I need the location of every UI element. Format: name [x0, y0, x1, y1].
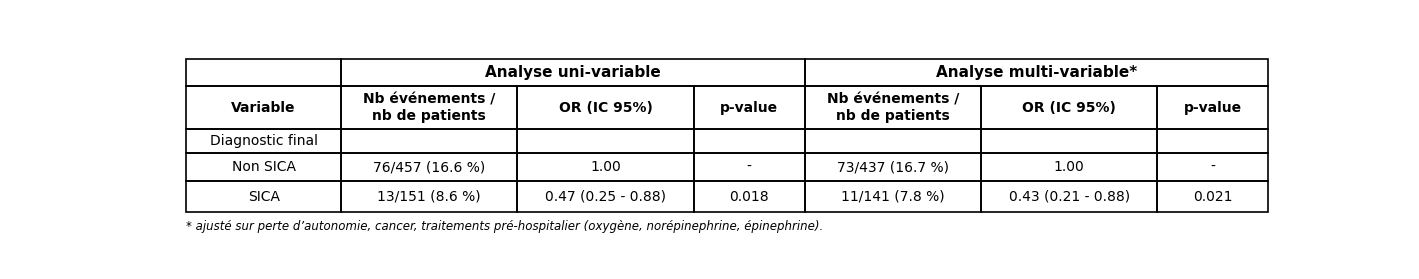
Text: Analyse uni-variable: Analyse uni-variable: [485, 65, 661, 80]
Bar: [518, 153, 694, 181]
Text: 11/141 (7.8 %): 11/141 (7.8 %): [841, 189, 945, 204]
Text: Nb événements /
nb de patients: Nb événements / nb de patients: [827, 93, 959, 123]
Text: p-value: p-value: [1183, 101, 1242, 115]
Bar: [186, 86, 341, 129]
Text: p-value: p-value: [721, 101, 779, 115]
Bar: [341, 129, 518, 153]
Bar: [518, 86, 694, 129]
Bar: [186, 181, 341, 212]
Bar: [981, 153, 1158, 181]
Text: Variable: Variable: [231, 101, 297, 115]
Bar: [1158, 129, 1269, 153]
Bar: [694, 181, 805, 212]
Bar: [518, 181, 694, 212]
Text: Analyse multi-variable*: Analyse multi-variable*: [937, 65, 1137, 80]
Text: 1.00: 1.00: [1054, 160, 1084, 174]
Bar: [805, 86, 981, 129]
Text: OR (IC 95%): OR (IC 95%): [1022, 101, 1117, 115]
Text: 76/457 (16.6 %): 76/457 (16.6 %): [373, 160, 485, 174]
Bar: [186, 153, 341, 181]
Bar: [186, 129, 341, 153]
Text: SICA: SICA: [248, 189, 280, 204]
Bar: [341, 86, 518, 129]
Text: 0.43 (0.21 - 0.88): 0.43 (0.21 - 0.88): [1009, 189, 1130, 204]
Text: -: -: [746, 160, 752, 174]
Text: 0.47 (0.25 - 0.88): 0.47 (0.25 - 0.88): [545, 189, 666, 204]
Bar: [341, 153, 518, 181]
Bar: [186, 59, 341, 86]
Bar: [805, 181, 981, 212]
Bar: [341, 59, 805, 86]
Bar: [981, 181, 1158, 212]
Text: Non SICA: Non SICA: [231, 160, 295, 174]
Text: 13/151 (8.6 %): 13/151 (8.6 %): [377, 189, 481, 204]
Bar: [805, 129, 981, 153]
Bar: [805, 153, 981, 181]
Text: 0.018: 0.018: [729, 189, 769, 204]
Text: 73/437 (16.7 %): 73/437 (16.7 %): [837, 160, 949, 174]
Bar: [1158, 153, 1269, 181]
Text: * ajusté sur perte d’autonomie, cancer, traitements pré-hospitalier (oxygène, no: * ajusté sur perte d’autonomie, cancer, …: [186, 220, 823, 233]
Bar: [981, 129, 1158, 153]
Text: Nb événements /
nb de patients: Nb événements / nb de patients: [363, 93, 495, 123]
Bar: [1158, 86, 1269, 129]
Bar: [805, 59, 1269, 86]
Bar: [694, 86, 805, 129]
Text: -: -: [1210, 160, 1215, 174]
Bar: [518, 129, 694, 153]
Bar: [341, 181, 518, 212]
Bar: [694, 129, 805, 153]
Bar: [1158, 181, 1269, 212]
Bar: [694, 153, 805, 181]
Text: 1.00: 1.00: [590, 160, 622, 174]
Text: 0.021: 0.021: [1193, 189, 1233, 204]
Bar: [981, 86, 1158, 129]
Text: Diagnostic final: Diagnostic final: [210, 134, 318, 148]
Text: OR (IC 95%): OR (IC 95%): [559, 101, 653, 115]
